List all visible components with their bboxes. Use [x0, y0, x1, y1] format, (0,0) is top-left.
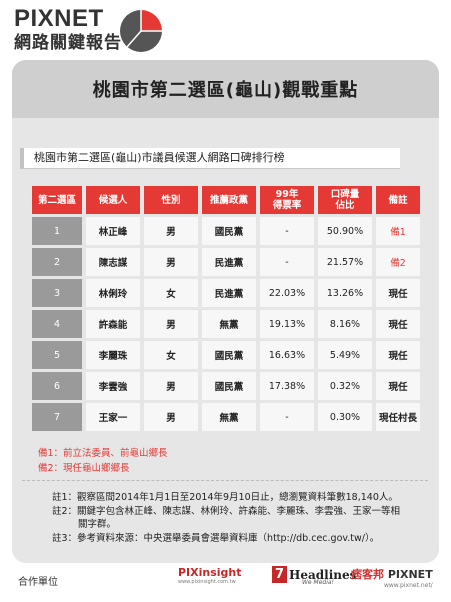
col-header-district: 第二選區 — [32, 186, 82, 214]
cell-share: 8.16% — [318, 310, 372, 338]
cell-party: 國民黨 — [202, 217, 256, 245]
cell-rank: 4 — [32, 310, 82, 338]
cell-rank: 6 — [32, 372, 82, 400]
table-header-row: 第二選區 候選人 性別 推薦政黨 99年 得票率 口碑量 佔比 備註 — [32, 186, 420, 214]
table-row: 6 李雲強男國民黨 17.38% 0.32% 現任 — [32, 372, 420, 400]
footnotes: 註1：觀察區間2014年1月1日至2014年9月10日止，總瀏覽資料筆數18,1… — [52, 491, 408, 545]
cell-candidate: 李麗珠 — [86, 341, 140, 369]
cell-candidate: 林俐玲 — [86, 279, 140, 307]
cell-gender: 男 — [144, 372, 198, 400]
pixinsight-url: www.pixinsight.com.tw — [178, 579, 236, 585]
cell-candidate: 王家一 — [86, 403, 140, 431]
pixnet-chinese-name: 痞客邦 — [351, 568, 384, 581]
pixnet-logo: 痞客邦 PIXNET www.pixnet.net/ — [351, 566, 433, 589]
partner-label: 合作單位 — [18, 577, 58, 588]
cell-vote-rate: - — [260, 248, 314, 276]
cell-party: 國民黨 — [202, 372, 256, 400]
red-note-2: 備2：現任龜山鄉鄉長 — [38, 463, 130, 474]
cell-note: 現任 — [376, 310, 420, 338]
cell-note: 備2 — [376, 248, 420, 276]
col-header-candidate: 候選人 — [86, 186, 140, 214]
pixnet-url: www.pixnet.net/ — [383, 582, 433, 589]
pixinsight-name: PIXinsight — [178, 566, 242, 579]
cell-share: 0.30% — [318, 403, 372, 431]
cell-gender: 女 — [144, 279, 198, 307]
page-title: 桃園市第二選區(龜山)觀戰重點 — [92, 80, 359, 101]
pixnet-name: PIXNET — [387, 568, 433, 581]
title-bar: 桃園市第二選區(龜山)觀戰重點 — [12, 60, 439, 118]
col-header-party: 推薦政黨 — [202, 186, 256, 214]
cell-gender: 男 — [144, 403, 198, 431]
brand-line1: PIXNET — [14, 5, 104, 32]
divider — [22, 480, 428, 481]
table-subtitle: 桃園市第二選區(龜山)市議員候選人網路口碑排行榜 — [20, 148, 400, 168]
cell-note: 現任 — [376, 372, 420, 400]
table-row: 1 林正峰男國民黨 -50.90% 備1 — [32, 217, 420, 245]
cell-party: 無黨 — [202, 403, 256, 431]
col-header-share: 口碑量 佔比 — [318, 186, 372, 214]
cell-vote-rate: - — [260, 403, 314, 431]
7headlines-name: Headlines — [289, 567, 357, 582]
table-row: 4 許森能男無黨 19.13% 8.16% 現任 — [32, 310, 420, 338]
cell-party: 國民黨 — [202, 341, 256, 369]
cell-candidate: 陳志謀 — [86, 248, 140, 276]
cell-candidate: 許森能 — [86, 310, 140, 338]
cell-party: 無黨 — [202, 310, 256, 338]
red-note-1: 備1：前立法委員、前龜山鄉長 — [38, 448, 168, 459]
7headlines-logo: 7 Headlines We Media! — [272, 566, 357, 586]
cell-note: 現任 — [376, 341, 420, 369]
cell-rank: 5 — [32, 341, 82, 369]
footnote-2: 註2：關鍵字包含林正峰、陳志謀、林俐玲、許森能、李麗珠、李雲強、王家一等相關字群… — [52, 505, 401, 531]
pie-logo-icon — [120, 10, 162, 52]
pixnet-report-brand: PIXNET 網路關鍵報告 — [14, 6, 214, 58]
cell-candidate: 林正峰 — [86, 217, 140, 245]
cell-vote-rate: 19.13% — [260, 310, 314, 338]
cell-share: 5.49% — [318, 341, 372, 369]
cell-gender: 男 — [144, 310, 198, 338]
cell-party: 民進黨 — [202, 279, 256, 307]
table-row: 2 陳志謀男民進黨 -21.57% 備2 — [32, 248, 420, 276]
cell-vote-rate: 16.63% — [260, 341, 314, 369]
cell-share: 21.57% — [318, 248, 372, 276]
cell-note: 現任 — [376, 279, 420, 307]
cell-candidate: 李雲強 — [86, 372, 140, 400]
cell-note: 備1 — [376, 217, 420, 245]
7headlines-number: 7 — [272, 566, 287, 583]
pixinsight-logo: PIXinsight www.pixinsight.com.tw — [178, 566, 242, 585]
cell-share: 0.32% — [318, 372, 372, 400]
cell-rank: 3 — [32, 279, 82, 307]
7headlines-tagline: We Media! — [302, 579, 334, 586]
red-notes: 備1：前立法委員、前龜山鄉長 備2：現任龜山鄉鄉長 — [38, 446, 168, 476]
col-header-gender: 性別 — [144, 186, 198, 214]
cell-gender: 女 — [144, 341, 198, 369]
table-row: 7 王家一男無黨 -0.30% 現任村長 — [32, 403, 420, 431]
cell-rank: 7 — [32, 403, 82, 431]
cell-gender: 男 — [144, 217, 198, 245]
cell-party: 民進黨 — [202, 248, 256, 276]
col-header-vote-rate: 99年 得票率 — [260, 186, 314, 214]
footnote-1: 註1：觀察區間2014年1月1日至2014年9月10日止，總瀏覽資料筆數18,1… — [52, 492, 398, 503]
cell-rank: 1 — [32, 217, 82, 245]
brand-line2: 網路關鍵報告 — [14, 33, 122, 53]
footnote-3: 註3：參考資料來源：中央選舉委員會選舉資料庫（http://db.cec.gov… — [52, 532, 380, 544]
cell-gender: 男 — [144, 248, 198, 276]
cell-vote-rate: 22.03% — [260, 279, 314, 307]
cell-rank: 2 — [32, 248, 82, 276]
cell-share: 50.90% — [318, 217, 372, 245]
table-row: 3 林俐玲女民進黨 22.03% 13.26% 現任 — [32, 279, 420, 307]
cell-vote-rate: 17.38% — [260, 372, 314, 400]
cell-note: 現任村長 — [376, 403, 420, 431]
cell-vote-rate: - — [260, 217, 314, 245]
table-row: 5 李麗珠女國民黨 16.63% 5.49% 現任 — [32, 341, 420, 369]
col-header-note: 備註 — [376, 186, 420, 214]
ranking-table: 第二選區 候選人 性別 推薦政黨 99年 得票率 口碑量 佔比 備註 1 林正峰男國民… — [28, 183, 424, 434]
cell-share: 13.26% — [318, 279, 372, 307]
